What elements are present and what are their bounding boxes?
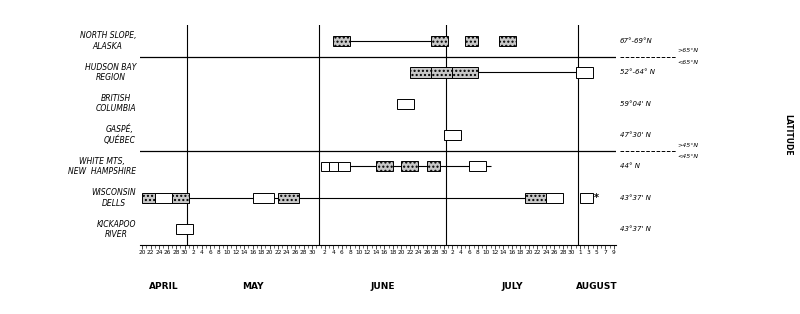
Bar	[376, 161, 393, 171]
Bar	[334, 36, 350, 46]
Bar	[321, 162, 329, 171]
Text: JULY: JULY	[501, 282, 522, 291]
Text: 67°-69°N: 67°-69°N	[620, 38, 653, 44]
Text: 59°04' N: 59°04' N	[620, 100, 651, 107]
Bar	[427, 161, 440, 171]
Text: 47°30' N: 47°30' N	[620, 132, 651, 138]
Bar	[410, 67, 431, 78]
Text: APRIL: APRIL	[149, 282, 178, 291]
Text: WHITE MTS,
NEW  HAMPSHIRE: WHITE MTS, NEW HAMPSHIRE	[68, 157, 136, 176]
Text: LATITUDE: LATITUDE	[783, 114, 793, 156]
Bar	[155, 193, 172, 203]
Bar	[338, 162, 350, 171]
Bar	[397, 99, 414, 109]
Bar	[278, 193, 299, 203]
Text: HUDSON BAY
REGION: HUDSON BAY REGION	[85, 62, 136, 82]
Bar	[329, 162, 338, 171]
Bar	[499, 36, 516, 46]
Text: NORTH SLOPE,
ALASKA: NORTH SLOPE, ALASKA	[79, 31, 136, 51]
Bar	[176, 224, 193, 234]
Text: >65°N: >65°N	[678, 48, 698, 53]
Text: 44° N: 44° N	[620, 163, 640, 170]
Text: *: *	[594, 193, 599, 203]
Bar	[576, 67, 593, 78]
Text: 43°37' N: 43°37' N	[620, 195, 651, 201]
Text: MAY: MAY	[242, 282, 263, 291]
Text: KICKAPOO
RIVER: KICKAPOO RIVER	[97, 219, 136, 239]
Text: 43°37' N: 43°37' N	[620, 226, 651, 232]
Text: >45°N: >45°N	[678, 143, 698, 148]
Text: GASPÉ,
QUÉBEC: GASPÉ, QUÉBEC	[104, 125, 136, 145]
Bar	[465, 36, 478, 46]
Text: <65°N: <65°N	[678, 60, 698, 65]
Bar	[172, 193, 189, 203]
Text: BRITISH
COLUMBIA: BRITISH COLUMBIA	[95, 94, 136, 113]
Bar	[444, 130, 461, 140]
Text: JUNE: JUNE	[370, 282, 394, 291]
Bar	[431, 67, 452, 78]
Bar	[431, 36, 448, 46]
Bar	[402, 161, 418, 171]
Bar	[253, 193, 274, 203]
Text: WISCONSIN
DELLS: WISCONSIN DELLS	[91, 188, 136, 208]
Bar	[580, 193, 593, 203]
Bar	[525, 193, 546, 203]
Text: <45°N: <45°N	[678, 154, 698, 159]
Bar	[470, 161, 486, 171]
Text: 52°-64° N: 52°-64° N	[620, 69, 655, 75]
Bar	[452, 67, 478, 78]
Bar	[142, 193, 155, 203]
Text: AUGUST: AUGUST	[576, 282, 618, 291]
Bar	[546, 193, 563, 203]
